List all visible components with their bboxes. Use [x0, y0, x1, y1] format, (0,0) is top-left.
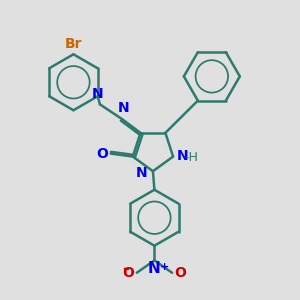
Text: +: + — [160, 262, 169, 272]
Text: O: O — [97, 147, 108, 160]
Text: -H: -H — [184, 151, 198, 164]
Text: N: N — [136, 166, 148, 180]
Text: Br: Br — [65, 37, 82, 51]
Text: N: N — [177, 149, 188, 163]
Text: O: O — [174, 266, 186, 280]
Text: -: - — [122, 260, 129, 278]
Text: N: N — [118, 101, 129, 115]
Text: O: O — [122, 266, 134, 280]
Text: N: N — [148, 261, 161, 276]
Text: N: N — [92, 86, 103, 100]
